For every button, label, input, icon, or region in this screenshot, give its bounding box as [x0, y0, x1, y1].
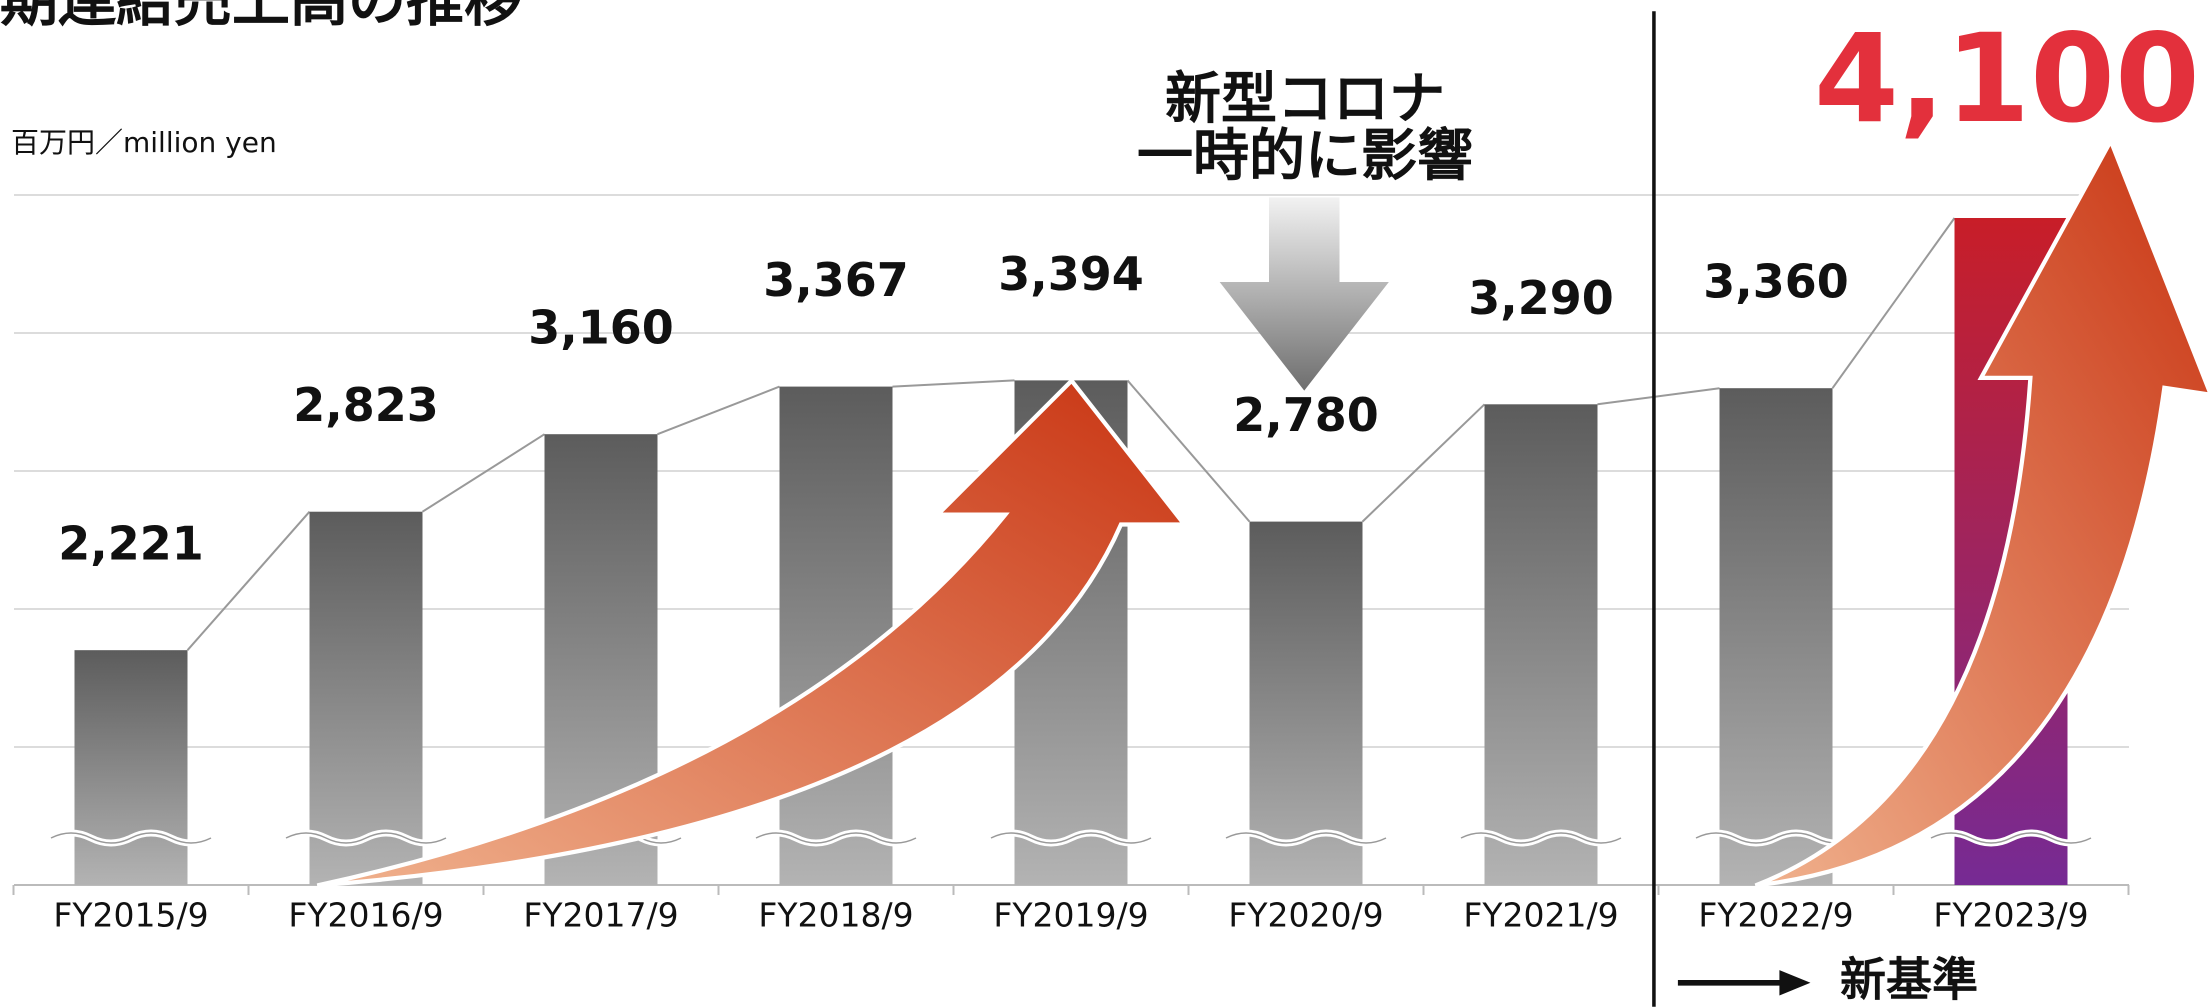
axis-break [1930, 832, 2092, 844]
axis-break [1695, 832, 1857, 844]
trend-line [421, 433, 546, 513]
bar [309, 511, 423, 885]
bar [74, 650, 188, 885]
x-tick-label: FY2017/9 [523, 896, 678, 935]
axis-break [990, 832, 1152, 844]
trend-line [1831, 217, 1956, 389]
value-label: 3,160 [528, 301, 674, 355]
value-label: 2,823 [293, 378, 439, 432]
axis-break [1225, 832, 1387, 844]
value-label: 3,360 [1703, 255, 1849, 309]
plot-area: FY2015/9 2,221 FY2016/9 2,823 FY2017/9 3,160 F… [12, 8, 2200, 935]
bar [779, 386, 893, 885]
value-label: 3,290 [1468, 271, 1614, 325]
annotation: 一時的に影響 [1137, 124, 1473, 189]
new-standard-arrowhead [1779, 970, 1811, 996]
x-tick-label: FY2019/9 [993, 896, 1148, 935]
value-label: 3,367 [763, 253, 909, 307]
value-label: 3,394 [998, 247, 1144, 301]
axis-break [1460, 832, 1622, 844]
trend-line [186, 511, 311, 651]
x-tick-label: FY2015/9 [53, 896, 208, 935]
bar [1249, 521, 1363, 885]
unit-label: 百万円／million yen [11, 126, 277, 159]
chart-title: 期連結売上高の推移 [0, 0, 522, 34]
trend-line [1597, 387, 1720, 406]
axis-break [755, 832, 917, 844]
decorations [316, 11, 2211, 1007]
x-tick-label: FY2023/9 [1933, 896, 2088, 935]
annotation: 新基準 [1840, 953, 1978, 1007]
axis-break [285, 832, 447, 844]
growth-arrow [316, 377, 1189, 888]
x-tick-label: FY2016/9 [288, 896, 443, 935]
covid-arrow [1219, 197, 1389, 391]
bar [1484, 404, 1598, 885]
value-label: 4,100 [1814, 8, 2200, 150]
annotation: 新型コロナ [1165, 67, 1445, 132]
axis-break [50, 832, 212, 844]
value-label: 2,780 [1233, 388, 1379, 442]
trend-line [892, 379, 1015, 388]
value-label: 2,221 [58, 517, 204, 571]
trend-line [657, 385, 780, 436]
trend-line [1126, 379, 1251, 523]
x-tick-label: FY2022/9 [1698, 896, 1853, 935]
x-tick-label: FY2021/9 [1463, 896, 1618, 935]
trend-line [1361, 403, 1486, 523]
x-tick-label: FY2018/9 [758, 896, 913, 935]
x-tick-label: FY2020/9 [1228, 896, 1383, 935]
bar [1719, 388, 1833, 885]
